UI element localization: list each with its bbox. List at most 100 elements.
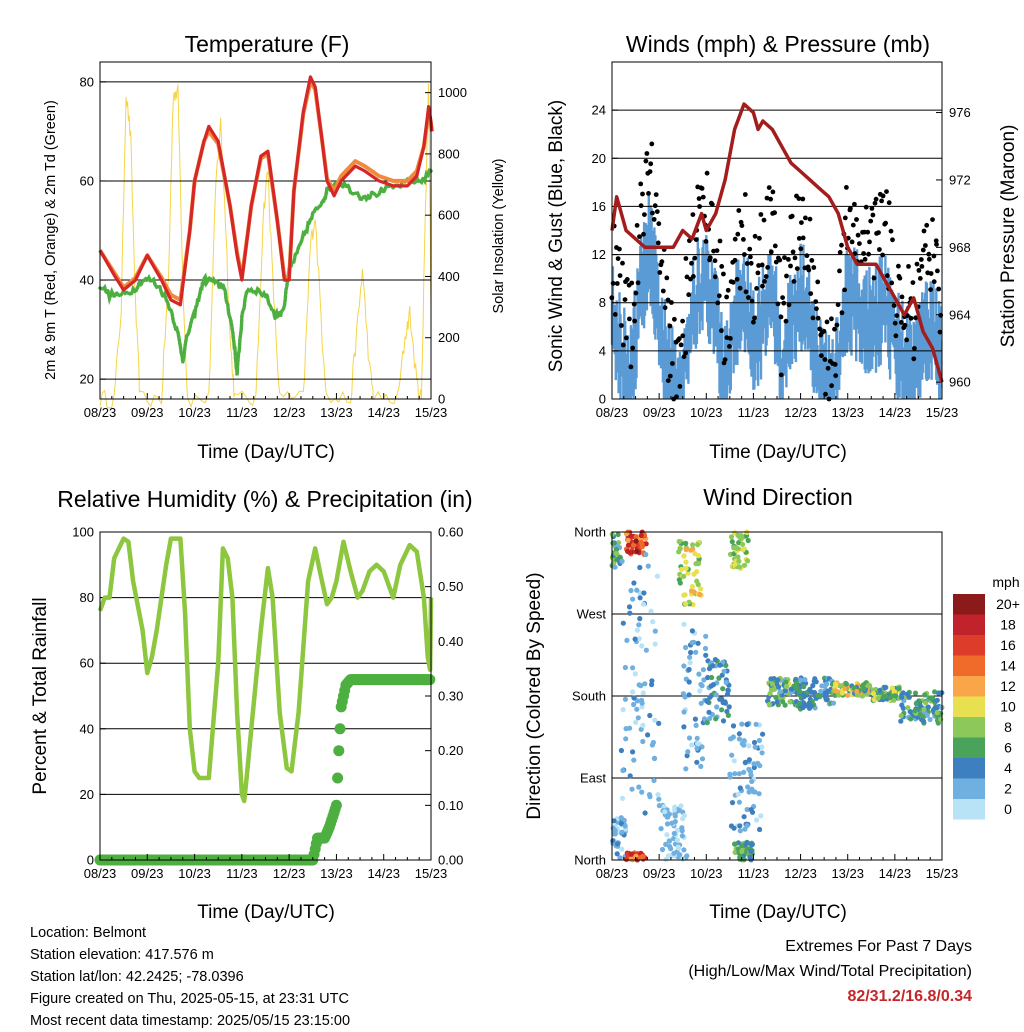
direction-dot (627, 773, 633, 779)
direction-dot (751, 739, 758, 746)
speed-legend-swatch (953, 799, 985, 820)
direction-dot (615, 531, 621, 538)
direction-dot (643, 551, 649, 558)
direction-dot (637, 564, 643, 571)
gust-dot (811, 265, 817, 270)
gust-dot (888, 228, 894, 234)
direction-dot (652, 641, 658, 647)
direction-dot (625, 548, 631, 555)
direction-dot (723, 679, 729, 685)
gust-dot (862, 256, 868, 262)
wind-y2tick-label: 976 (949, 105, 971, 120)
direction-dot (900, 690, 906, 696)
direction-dot (636, 636, 642, 642)
direction-dot (651, 777, 657, 784)
direction-dot (934, 710, 940, 716)
gust-dot (655, 240, 661, 246)
direction-dot (754, 817, 760, 823)
gust-dot (734, 276, 740, 282)
wind-y2tick-label: 968 (949, 240, 971, 255)
gust-dot (612, 312, 618, 317)
direction-dot (934, 697, 940, 703)
direction-dot (891, 697, 897, 703)
direction-dot (920, 718, 927, 724)
gust-dot (730, 279, 736, 285)
direction-dot (713, 716, 719, 722)
direction-dot (625, 542, 632, 548)
direction-dot (698, 681, 704, 688)
wind-xtick-label: 09/23 (643, 405, 676, 420)
gust-dot (617, 246, 622, 252)
gust-dot (614, 281, 620, 286)
gust-dot (650, 210, 655, 216)
gust-dot (848, 206, 853, 211)
gust-dot (712, 258, 718, 264)
direction-dot (717, 696, 723, 702)
gust-dot (690, 212, 696, 218)
direction-dot (845, 692, 851, 698)
direction-dot (741, 742, 747, 748)
direction-dot (646, 792, 653, 798)
gust-dot (719, 328, 724, 334)
gust-dot (789, 213, 795, 219)
direction-dot (631, 757, 637, 763)
rh-title: Relative Humidity (%) & Precipitation (i… (57, 486, 472, 512)
direction-dot (639, 643, 645, 649)
dir-ytick-label: West (577, 607, 607, 622)
gust-dot (908, 315, 914, 321)
direction-dot (663, 856, 669, 862)
gust-dot (822, 357, 828, 362)
gust-dot (642, 212, 647, 218)
direction-dot (740, 547, 746, 553)
rh-xtick-label: 14/23 (367, 866, 400, 881)
direction-dot (748, 842, 755, 848)
direction-dot (741, 562, 748, 568)
dir-title: Wind Direction (703, 484, 853, 510)
direction-dot (759, 750, 765, 756)
direction-dot (683, 766, 689, 772)
gust-dot (777, 257, 783, 263)
rh-xtick-label: 13/23 (320, 866, 353, 881)
dir-xtick-label: 15/23 (926, 866, 959, 881)
wind-xtick-label: 10/23 (690, 405, 723, 420)
gust-dot (921, 228, 927, 234)
direction-dot (662, 809, 668, 815)
temp-frame (99, 61, 432, 400)
direction-dot (747, 854, 753, 860)
gust-dot (933, 238, 939, 244)
direction-dot (683, 565, 689, 572)
direction-dot (681, 813, 687, 819)
direction-dot (787, 699, 793, 705)
direction-dot (776, 684, 782, 690)
gust-dot (780, 295, 785, 300)
direction-dot (741, 856, 747, 862)
gust-dot (782, 255, 787, 260)
gust-dot (622, 297, 628, 302)
direction-dot (619, 829, 625, 835)
direction-dot (782, 702, 788, 708)
gust-dot (829, 383, 834, 389)
direction-dot (698, 700, 704, 706)
gust-dot (737, 285, 743, 291)
gust-dot (869, 206, 875, 211)
direction-dot (642, 681, 648, 687)
direction-dot (706, 709, 712, 715)
direction-dot (737, 823, 743, 829)
direction-dot (679, 825, 685, 831)
gust-dot (809, 258, 815, 263)
dir-ytick-label: North (574, 853, 606, 868)
gust-dot (937, 329, 943, 335)
gust-dot (672, 316, 677, 322)
gust-dot (634, 223, 640, 228)
direction-dot (736, 736, 743, 742)
direction-dot (703, 633, 709, 639)
gust-dot (872, 200, 878, 206)
rh-ytick-label: 60 (80, 656, 94, 671)
direction-dot (775, 677, 781, 683)
direction-dot (842, 686, 848, 692)
direction-dot (612, 564, 618, 570)
direction-dot (710, 663, 716, 669)
direction-dot (694, 759, 700, 765)
direction-dot (736, 799, 743, 805)
